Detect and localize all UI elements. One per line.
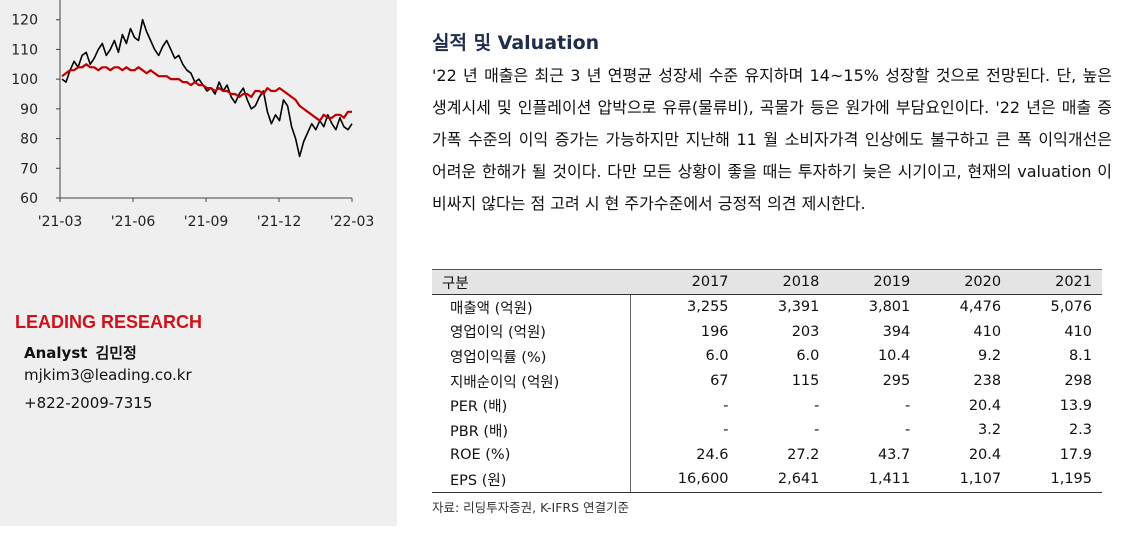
table-cell: 238 <box>973 373 1002 390</box>
table-cell: 115 <box>791 373 820 390</box>
table-cell: 196 <box>700 323 729 340</box>
table-cell: 2,641 <box>738 467 830 493</box>
table-cell: 3,801 <box>868 299 911 316</box>
y-tick-label: 80 <box>20 132 38 148</box>
table-cell: - <box>723 397 729 414</box>
header-year: 2020 <box>920 269 1012 295</box>
table-cell: 1,107 <box>920 467 1012 493</box>
table-row: ROE (%) 24.6 27.2 43.7 20.4 17.9 <box>432 442 1102 468</box>
analyst-name: 김민정 <box>95 344 137 362</box>
table-cell: 67 <box>710 373 729 390</box>
table-cell: 3.2 <box>978 422 1002 439</box>
x-tick-label: '21-12 <box>257 214 302 230</box>
y-tick-label: 120 <box>11 13 38 29</box>
table-cell: 2.3 <box>1068 422 1092 439</box>
table-cell: 16,600 <box>630 467 739 493</box>
y-tick-label: 60 <box>20 191 38 207</box>
row-label: 영업이익 (억원) <box>432 319 631 345</box>
x-tick-label: '21-09 <box>184 214 229 230</box>
row-label: 영업이익률 (%) <box>432 344 631 369</box>
analyst-email[interactable]: mjkim3@leading.co.kr <box>24 366 192 384</box>
x-tick-label: '21-06 <box>111 214 156 230</box>
series-line <box>61 18 353 158</box>
stock-price-chart: 60708090100110120130'21-03'21-06'21-09'2… <box>11 0 375 230</box>
table-cell: 20.4 <box>968 397 1002 414</box>
table-cell: 4,476 <box>959 299 1002 316</box>
table-row: PER (배) - - - 20.4 13.9 <box>432 393 1102 418</box>
table-cell: - <box>905 422 911 439</box>
table-cell: 13.9 <box>1059 397 1092 414</box>
row-label: PER (배) <box>432 393 631 418</box>
table-cell: 394 <box>882 323 911 340</box>
table-row: 영업이익 (억원) 196 203 394 410 410 <box>432 319 1102 345</box>
table-cell: 27.2 <box>787 446 820 463</box>
x-tick-label: '22-03 <box>330 214 375 230</box>
table-cell: 1,195 <box>1011 467 1102 493</box>
table-cell: 5,076 <box>1050 299 1092 316</box>
header-year: 2018 <box>738 269 830 295</box>
table-cell: 3,255 <box>687 299 729 316</box>
table-header-row: 구분 2017 2018 2019 2020 2021 <box>432 269 1102 295</box>
financial-table: 구분 2017 2018 2019 2020 2021 매출액 (억원) 3,25… <box>432 269 1102 493</box>
header-year: 2021 <box>1011 269 1102 295</box>
row-label: 매출액 (억원) <box>432 294 631 320</box>
table-cell: 6.0 <box>796 348 820 365</box>
source-note: 자료: 리딩투자증권, K-IFRS 연결기준 <box>432 500 629 515</box>
section-body: '22 년 매출은 최근 3 년 연평균 성장세 수준 유지하며 14~15% … <box>432 66 1112 213</box>
table-cell: 24.6 <box>696 446 729 463</box>
table-cell: 410 <box>1064 323 1092 340</box>
table-row: 영업이익률 (%) 6.0 6.0 10.4 9.2 8.1 <box>432 344 1102 369</box>
table-cell: - <box>814 422 820 439</box>
table-cell: 298 <box>1064 373 1092 390</box>
section-title: 실적 및 Valuation <box>432 32 600 54</box>
table-cell: - <box>814 397 820 414</box>
table-cell: 295 <box>882 373 911 390</box>
brand-title: LEADING RESEARCH <box>15 312 203 332</box>
y-tick-label: 110 <box>11 42 38 58</box>
row-label: ROE (%) <box>432 442 631 468</box>
table-cell: 410 <box>973 323 1002 340</box>
analyst-phone: +822-2009-7315 <box>24 394 153 412</box>
table-cell: 9.2 <box>978 348 1002 365</box>
table-cell: 17.9 <box>1059 446 1092 463</box>
series-line <box>61 63 352 122</box>
header-label: 구분 <box>432 269 631 295</box>
table-cell: 8.1 <box>1068 348 1092 365</box>
analyst-line: Analyst 김민정 <box>24 342 145 363</box>
table-cell: 10.4 <box>877 348 911 365</box>
y-tick-label: 100 <box>11 72 38 88</box>
y-tick-label: 90 <box>20 102 38 118</box>
table-cell: 1,411 <box>829 467 921 493</box>
table-cell: 6.0 <box>705 348 729 365</box>
row-label: PBR (배) <box>432 417 631 443</box>
row-label: 지배순이익 (억원) <box>432 368 631 394</box>
x-tick-label: '21-03 <box>38 214 83 230</box>
table-cell: - <box>723 422 729 439</box>
header-year: 2017 <box>630 269 739 295</box>
sidebar: 60708090100110120130'21-03'21-06'21-09'2… <box>0 0 397 526</box>
table-row: EPS (원) 16,600 2,641 1,411 1,107 1,195 <box>432 467 1102 493</box>
analyst-role: Analyst <box>24 344 88 362</box>
row-label: EPS (원) <box>432 467 631 493</box>
table-row: PBR (배) - - - 3.2 2.3 <box>432 417 1102 443</box>
table-cell: 203 <box>791 323 820 340</box>
table-cell: 43.7 <box>877 446 911 463</box>
table-cell: 3,391 <box>777 299 820 316</box>
table-row: 매출액 (억원) 3,255 3,391 3,801 4,476 5,076 <box>432 294 1102 320</box>
y-tick-label: 70 <box>20 161 38 177</box>
table-cell: 20.4 <box>968 446 1002 463</box>
table-row: 지배순이익 (억원) 67 115 295 238 298 <box>432 368 1102 394</box>
header-year: 2019 <box>829 269 921 295</box>
table-cell: - <box>905 397 911 414</box>
